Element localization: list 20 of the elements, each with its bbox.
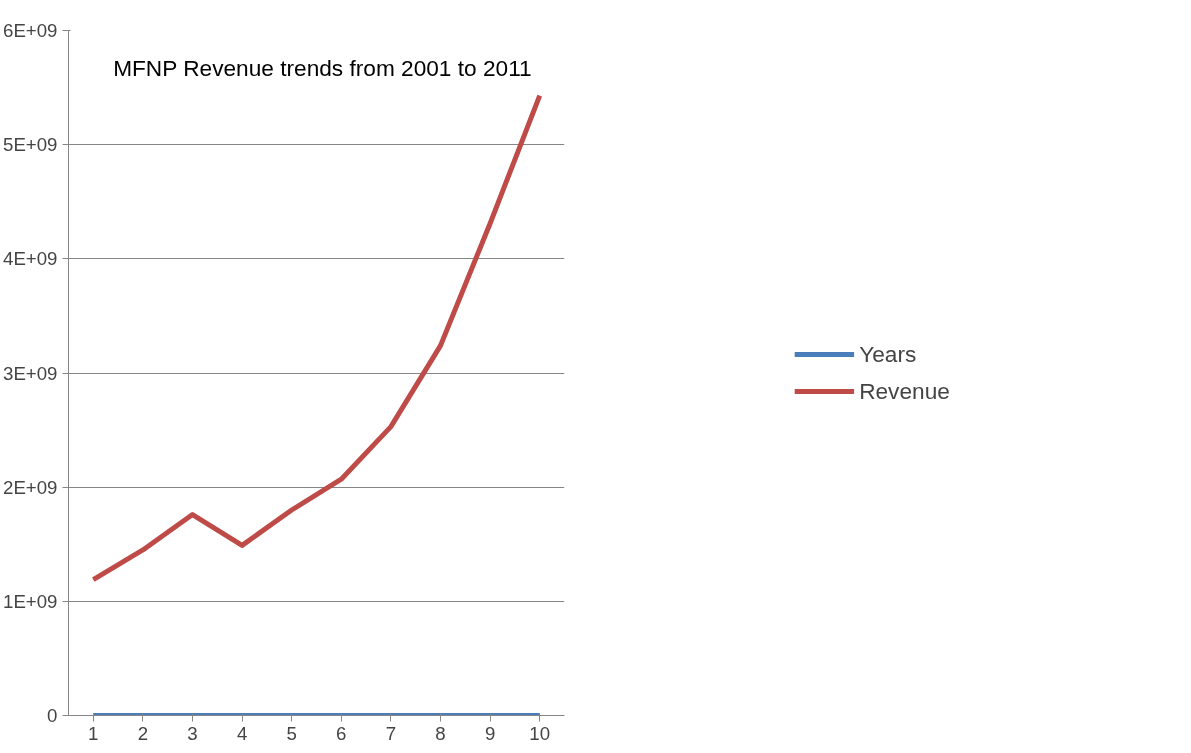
x-tick-label: 10 bbox=[529, 722, 551, 744]
x-tick-label: 2 bbox=[137, 722, 149, 744]
x-tick-label: 5 bbox=[286, 722, 297, 744]
y-tick-label: 1E+09 bbox=[3, 590, 58, 612]
text: MFNP Revenue trends from 2001 to 2011 bbox=[113, 54, 532, 81]
x-tick-label: 3 bbox=[187, 722, 198, 744]
y-tick-label: 3E+09 bbox=[3, 362, 58, 384]
x-tick-label: 1 bbox=[88, 722, 99, 744]
y-tick-label: 0 bbox=[47, 705, 58, 726]
x-tick-label: 4 bbox=[236, 722, 248, 744]
y-tick-label: 5E+09 bbox=[3, 134, 58, 156]
x-tick-label: 7 bbox=[385, 722, 397, 744]
y-tick-label: 6E+09 bbox=[3, 20, 58, 41]
x-tick-label: 9 bbox=[484, 722, 496, 744]
x-tick-label: 6 bbox=[336, 722, 347, 744]
legend-label: Revenue bbox=[859, 377, 950, 405]
y-tick-label: 2E+09 bbox=[3, 476, 58, 498]
x-tick-label: 8 bbox=[435, 722, 446, 744]
y-tick-label: 4E+09 bbox=[3, 248, 58, 270]
legend-label: Years bbox=[859, 340, 917, 368]
